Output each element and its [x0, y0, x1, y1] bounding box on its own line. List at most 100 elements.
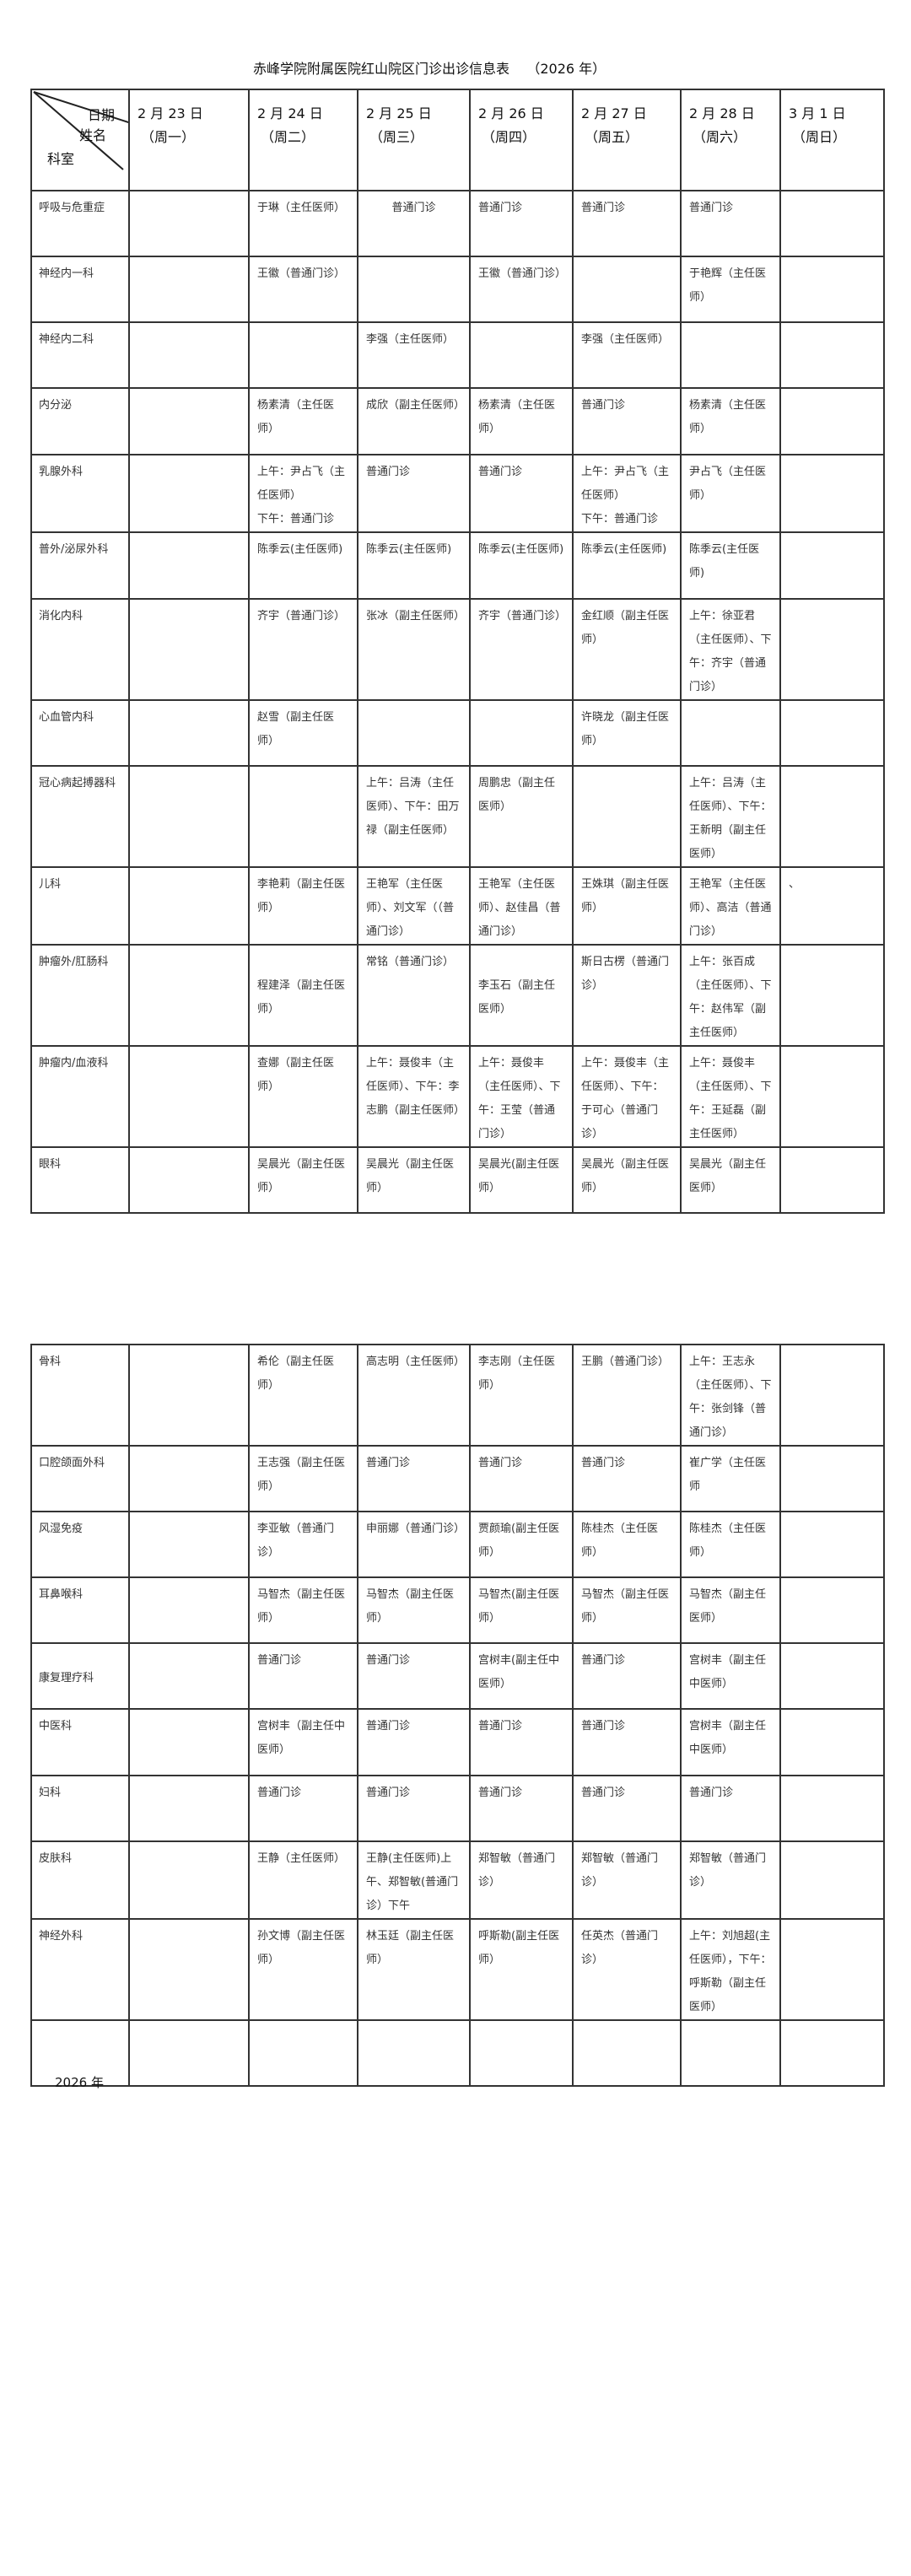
schedule-cell: 任英杰（普通门诊）: [572, 1918, 682, 2021]
diagonal-lines-icon: [33, 91, 127, 170]
schedule-cell: 宫树丰（副主任中医师）: [680, 1708, 781, 1776]
schedule-cell: [128, 1708, 250, 1776]
schedule-cell: [128, 1344, 250, 1447]
date-header-cell: 2 月 27 日 （周五）: [572, 89, 682, 191]
table-row: 耳鼻喉科 马智杰（副主任医师） 马智杰（副主任医师） 马智杰(副主任医师） 马智杰（副主…: [30, 1576, 885, 1644]
schedule-table-part-1: 日期 姓名 科室 2 月 23 日 （周一） 2 月 24 日 （周二） 2 月 25 …: [30, 89, 885, 1214]
schedule-cell: 贾颜瑜(副主任医师）: [469, 1511, 574, 1578]
schedule-cell: 普通门诊: [572, 190, 682, 257]
table-row: 冠心病起搏器科 上午：吕涛（主任医师）、下午：田万禄（副主任医师） 周鹏忠（副主任医…: [30, 765, 885, 868]
schedule-cell: [779, 2019, 885, 2087]
schedule-cell: 普通门诊: [469, 1775, 574, 1842]
schedule-cell: [128, 1775, 250, 1842]
schedule-cell: [469, 321, 574, 389]
department-cell: 肿瘤外/肛肠科: [30, 944, 130, 1047]
date-label: 2 月 28 日: [689, 105, 755, 121]
table-row: 妇科 普通门诊 普通门诊 普通门诊 普通门诊 普通门诊: [30, 1775, 885, 1842]
date-label: 2 月 26 日: [478, 105, 544, 121]
schedule-cell: 吴晨光（副主任医师）: [572, 1146, 682, 1214]
schedule-cell: 王艳军（主任医师）、刘文军（（普通门诊）: [357, 866, 471, 946]
table-row: 乳腺外科 上午：尹占飞（主任医师） 下午：普通门诊 普通门诊 普通门诊 上午：尹占飞（主…: [30, 454, 885, 533]
schedule-cell: 宫树丰（副主任中医师）: [680, 1642, 781, 1710]
schedule-cell: 、: [779, 866, 885, 946]
schedule-cell: 上午：聂俊丰（主任医师）、下午：于可心（普通门诊）: [572, 1045, 682, 1148]
schedule-cell: [357, 256, 471, 323]
schedule-cell: [128, 765, 250, 868]
schedule-cell: 李艳莉（副主任医师）: [248, 866, 358, 946]
schedule-cell: [779, 1775, 885, 1842]
corner-name-label: 姓名: [79, 127, 107, 143]
department-cell: 耳鼻喉科: [30, 1576, 130, 1644]
schedule-cell: 张冰（副主任医师）: [357, 598, 471, 701]
weekday-label: （周日）: [792, 129, 847, 145]
schedule-cell: [779, 454, 885, 533]
schedule-cell: 王鹏（普通门诊）: [572, 1344, 682, 1447]
schedule-cell: 高志明（主任医师）: [357, 1344, 471, 1447]
schedule-cell: 郑智敏（普通门诊）: [680, 1840, 781, 1920]
schedule-cell: 于艳辉（主任医师）: [680, 256, 781, 323]
date-header-cell: 2 月 28 日 （周六）: [680, 89, 781, 191]
table-row: 儿科 李艳莉（副主任医师） 王艳军（主任医师）、刘文军（（普通门诊） 王艳军（主任医师…: [30, 866, 885, 946]
schedule-cell: 普通门诊: [248, 1775, 358, 1842]
schedule-cell: 上午：尹占飞（主任医师） 下午：普通门诊: [248, 454, 358, 533]
schedule-cell: 李强（主任医师）: [357, 321, 471, 389]
schedule-cell: 普通门诊: [357, 1708, 471, 1776]
schedule-cell: 周鹏忠（副主任医师）: [469, 765, 574, 868]
schedule-cell: [779, 190, 885, 257]
department-cell: 儿科: [30, 866, 130, 946]
schedule-cell: 上午：聂俊丰（主任医师）、下午：王莹（普通门诊）: [469, 1045, 574, 1148]
schedule-cell: 普通门诊: [248, 1642, 358, 1710]
department-cell: 呼吸与危重症: [30, 190, 130, 257]
schedule-cell: 普通门诊: [469, 454, 574, 533]
schedule-cell: 许晓龙（副主任医师）: [572, 699, 682, 767]
date-header-cell: 2 月 25 日 （周三）: [357, 89, 471, 191]
schedule-cell: [128, 1576, 250, 1644]
department-cell: 风湿免疫: [30, 1511, 130, 1578]
schedule-cell: 普通门诊: [357, 190, 471, 257]
schedule-cell: [572, 256, 682, 323]
schedule-cell: 吴晨光（副主任医师）: [680, 1146, 781, 1214]
schedule-cell: 普通门诊: [357, 454, 471, 533]
date-label: 2 月 27 日: [581, 105, 647, 121]
schedule-cell: 吴晨光(副主任医师）: [469, 1146, 574, 1214]
schedule-cell: 上午：聂俊丰（主任医师）、下午：王延磊（副主任医师）: [680, 1045, 781, 1148]
schedule-cell: 上午：刘旭超(主任医师），下午：呼斯勒（副主任医师）: [680, 1918, 781, 2021]
schedule-cell: [779, 765, 885, 868]
schedule-cell: 马智杰（副主任医师）: [572, 1576, 682, 1644]
department-cell: 口腔颌面外科: [30, 1445, 130, 1512]
department-cell: 皮肤科: [30, 1840, 130, 1920]
schedule-cell: [779, 1344, 885, 1447]
schedule-cell: 王静(主任医师)上午、郑智敏(普通门诊）下午: [357, 1840, 471, 1920]
department-cell: 冠心病起搏器科: [30, 765, 130, 868]
schedule-cell: [357, 699, 471, 767]
schedule-cell: [128, 1642, 250, 1710]
schedule-cell: 宫树丰（副主任中医师）: [248, 1708, 358, 1776]
footer-year: 2026 年: [55, 2075, 104, 2090]
schedule-cell: 普通门诊: [572, 1775, 682, 1842]
schedule-cell: [128, 1840, 250, 1920]
schedule-cell: 申丽娜（普通门诊）: [357, 1511, 471, 1578]
schedule-cell: [128, 1511, 250, 1578]
schedule-cell: [680, 699, 781, 767]
schedule-cell: 杨素清（主任医师）: [469, 387, 574, 455]
schedule-cell: 陈桂杰（主任医师）: [680, 1511, 781, 1578]
schedule-cell: 杨素清（主任医师）: [248, 387, 358, 455]
schedule-table-part-2: 骨科 希伦（副主任医师） 高志明（主任医师） 李志刚（主任医师） 王鹏（普通门诊） 上午：…: [30, 1344, 885, 2087]
schedule-cell: [128, 1445, 250, 1512]
department-cell: 中医科: [30, 1708, 130, 1776]
schedule-cell: 马智杰（副主任医师）: [248, 1576, 358, 1644]
schedule-cell: [779, 1708, 885, 1776]
schedule-cell: [128, 321, 250, 389]
schedule-cell: 普通门诊: [680, 190, 781, 257]
department-cell: 神经内二科: [30, 321, 130, 389]
department-cell: [30, 2019, 130, 2087]
schedule-cell: 普通门诊: [469, 190, 574, 257]
schedule-cell: [128, 598, 250, 701]
schedule-cell: [128, 944, 250, 1047]
table-row: 风湿免疫 李亚敏（普通门诊） 申丽娜（普通门诊） 贾颜瑜(副主任医师） 陈桂杰（主任医师…: [30, 1511, 885, 1578]
schedule-cell: 宫树丰(副主任中医师）: [469, 1642, 574, 1710]
schedule-cell: 赵雪（副主任医师）: [248, 699, 358, 767]
schedule-cell: [128, 1146, 250, 1214]
department-cell: 普外/泌尿外科: [30, 531, 130, 600]
corner-date-label: 日期: [87, 107, 115, 123]
